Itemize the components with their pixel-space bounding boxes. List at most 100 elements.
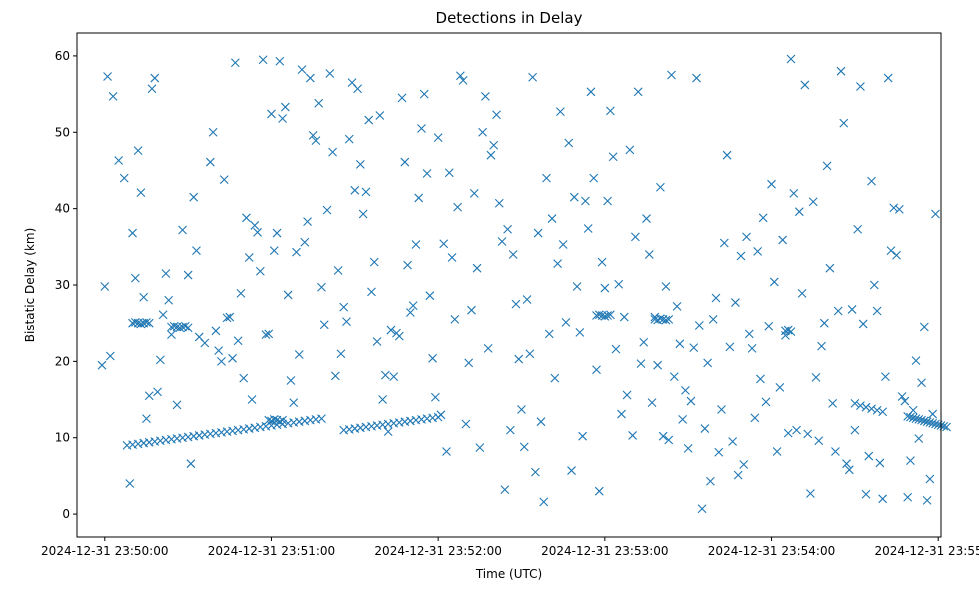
data-point	[664, 435, 674, 445]
data-point	[711, 293, 721, 303]
data-point	[769, 277, 779, 287]
data-point-track-f	[606, 310, 615, 320]
data-point-track-j	[925, 418, 935, 427]
data-point	[394, 331, 404, 341]
data-point	[831, 447, 840, 456]
data-point	[600, 283, 610, 293]
data-point-track-j	[908, 413, 918, 423]
data-point	[414, 193, 424, 203]
y-tick-label: 20	[55, 354, 70, 368]
data-point	[144, 391, 154, 401]
data-point	[747, 343, 757, 353]
data-point-track-i	[850, 398, 860, 408]
data-point	[742, 232, 751, 242]
data-point	[408, 301, 418, 311]
data-point	[261, 330, 271, 340]
data-point	[789, 188, 799, 198]
data-point	[172, 400, 182, 410]
data-point	[686, 396, 696, 406]
data-point-track-g	[661, 315, 671, 325]
data-point	[672, 301, 682, 311]
data-point	[836, 66, 846, 76]
data-point	[797, 289, 807, 298]
x-tick-label: 2024-12-31 23:53:00	[541, 544, 668, 558]
data-point	[355, 159, 365, 169]
data-point	[453, 202, 462, 212]
data-point	[178, 225, 187, 235]
data-point	[292, 247, 301, 257]
data-point	[758, 213, 768, 223]
data-point	[422, 169, 432, 178]
data-point	[700, 424, 710, 433]
data-point	[736, 251, 746, 261]
data-point	[511, 299, 521, 309]
data-point	[558, 240, 568, 249]
data-point	[675, 339, 685, 349]
data-point-track-j	[906, 412, 915, 422]
data-point	[158, 310, 168, 320]
data-point	[658, 431, 668, 441]
data-point	[383, 427, 393, 437]
data-point	[522, 295, 532, 304]
data-point-track-j	[931, 419, 940, 429]
data-point	[850, 425, 860, 435]
data-point	[467, 305, 476, 315]
data-point	[631, 232, 640, 242]
data-point	[544, 329, 554, 339]
data-point	[661, 282, 671, 291]
data-point	[919, 322, 929, 332]
data-point	[864, 451, 874, 461]
data-point	[458, 75, 468, 85]
data-point	[289, 398, 299, 407]
data-point	[889, 203, 899, 213]
data-point-track-b	[136, 319, 146, 329]
y-tick-label: 10	[55, 431, 70, 445]
data-point	[753, 247, 763, 256]
data-point	[583, 224, 593, 233]
data-point	[692, 73, 701, 83]
data-point	[439, 239, 449, 249]
data-point	[428, 353, 437, 363]
data-point	[517, 405, 526, 414]
data-point	[130, 273, 140, 283]
data-point	[539, 497, 549, 507]
data-point	[342, 317, 351, 327]
data-point	[411, 240, 421, 249]
data-point	[142, 414, 151, 424]
data-point	[642, 214, 651, 223]
data-point	[489, 140, 499, 150]
y-tick-label: 60	[55, 49, 70, 63]
data-point	[128, 228, 137, 238]
data-point	[486, 150, 496, 160]
data-point	[286, 376, 296, 385]
data-point	[475, 443, 485, 453]
data-point	[478, 127, 487, 137]
data-point	[314, 98, 324, 108]
data-point	[230, 58, 240, 68]
data-point-track-j	[928, 418, 938, 428]
data-point	[264, 329, 274, 339]
data-point-track-a	[317, 414, 326, 424]
data-point	[372, 337, 382, 346]
data-point	[208, 127, 218, 137]
data-point-track-i	[878, 407, 888, 417]
data-point	[317, 282, 326, 292]
data-point	[594, 486, 604, 496]
data-point	[536, 417, 546, 427]
data-point	[703, 358, 713, 368]
data-point-track-f	[600, 311, 610, 321]
data-point	[480, 91, 490, 101]
data-point	[253, 227, 262, 237]
data-point	[569, 192, 579, 202]
data-point	[822, 161, 832, 171]
data-point	[447, 253, 457, 262]
data-point	[603, 196, 613, 206]
data-point	[792, 425, 801, 435]
data-point	[133, 146, 143, 155]
data-point	[403, 260, 412, 270]
scatter-marks	[97, 54, 951, 514]
data-point-track-b	[130, 318, 140, 327]
data-point	[375, 111, 385, 120]
data-point	[450, 314, 460, 324]
x-tick-label: 2024-12-31 23:50:00	[41, 544, 168, 558]
